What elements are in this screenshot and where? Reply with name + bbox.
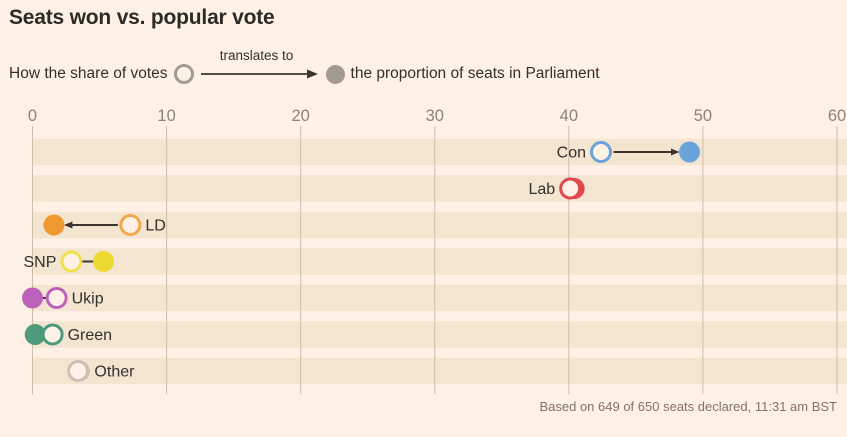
row-band [32,357,847,385]
snp-votes-marker [60,250,83,273]
row-band [32,248,847,275]
page-title: Seats won vs. popular vote [9,6,275,29]
row-ld: LD [43,214,166,236]
legend-sentence: How the share of votes translates to the… [9,48,600,87]
party-label: SNP [23,254,56,271]
legend-seats-text: the proportion of seats in Parliament [350,65,600,82]
green-votes-marker [41,323,64,346]
snp-seats-marker [93,251,115,272]
con-seats-marker [679,141,701,163]
row-snp: SNP [23,250,115,273]
axis-tick-label: 60 [828,107,846,125]
con-votes-marker [590,141,613,163]
row-lab: Lab [528,177,585,200]
party-label: Green [68,327,112,344]
party-label: Lab [528,181,555,198]
ld-seats-marker [43,214,65,236]
ld-votes-marker [119,214,142,236]
row-ukip: Ukip [22,287,104,309]
dumbbell-chart: 0 10 20 30 40 50 60 Con Lab LD SNP Ukip Green Other [22,107,847,394]
axis-tick-label: 10 [157,107,175,125]
other-votes-marker [67,360,90,382]
ukip-votes-marker [45,287,68,309]
lab-votes-marker [559,177,582,200]
row-band [32,321,847,348]
row-band [32,211,847,239]
row-band [32,175,847,202]
axis-tick-label: 30 [426,107,444,125]
green-seats-marker [24,324,46,345]
row-band [32,284,847,312]
row-band [32,138,847,166]
legend-votes-text: How the share of votes [9,65,168,82]
row-other: Other [67,360,135,382]
ukip-seats-marker [22,287,43,309]
party-label: LD [145,218,165,235]
party-label: Other [94,364,135,381]
axis-tick-label: 20 [291,107,309,125]
row-con: Con [557,141,701,163]
seats-filled-circle-icon [325,64,345,84]
translates-to-arrow-icon [200,69,318,79]
translates-to-label: translates to [219,48,294,63]
party-label: Ukip [72,291,104,308]
party-label: Con [557,145,586,162]
source-note: Based on 649 of 650 seats declared, 11:3… [539,399,837,414]
row-green: Green [24,323,112,346]
axis-tick-label: 50 [694,107,712,125]
votes-open-circle-icon [173,64,194,84]
translates-to-arrow: translates to [200,48,320,87]
axis-tick-label: 0 [28,107,37,125]
axis-tick-label: 40 [560,107,578,125]
